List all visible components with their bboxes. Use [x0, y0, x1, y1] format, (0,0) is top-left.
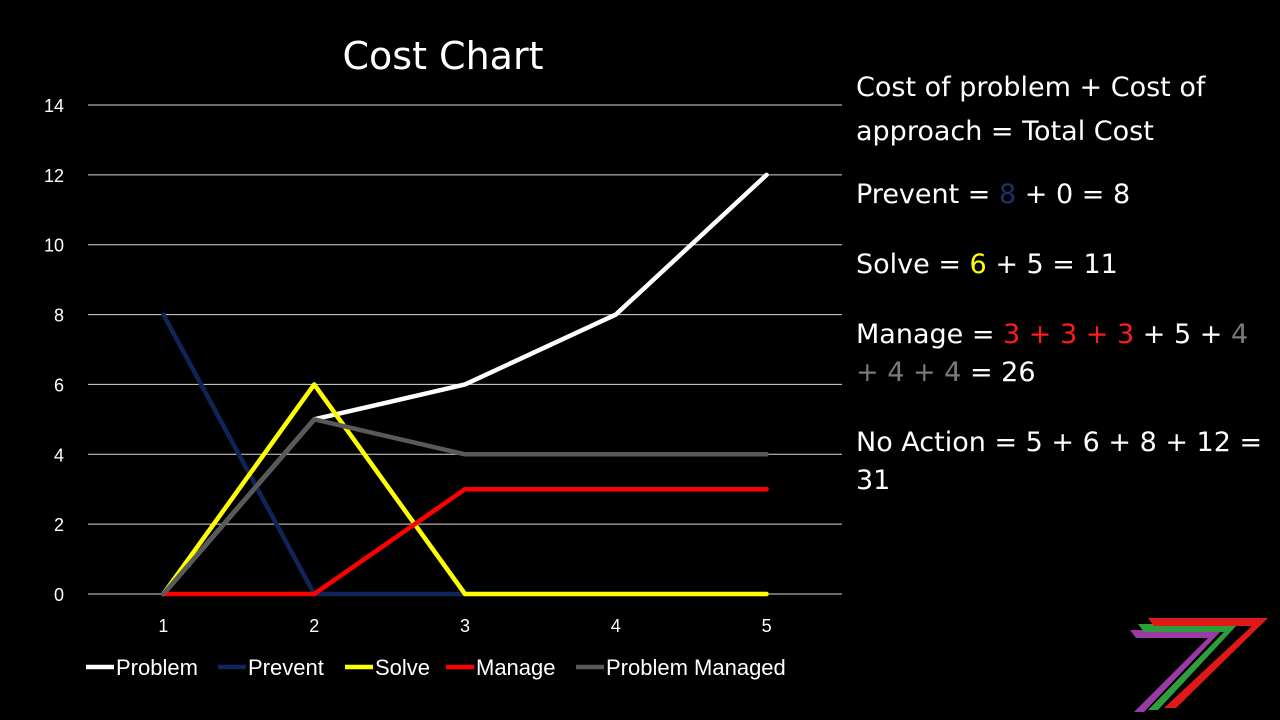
equation-solve: Solve = 6 + 5 = 11	[856, 246, 1266, 284]
x-tick-label: 1	[158, 616, 168, 636]
y-tick-label: 10	[44, 236, 64, 256]
y-tick-label: 0	[54, 585, 64, 605]
y-tick-label: 14	[44, 96, 64, 116]
equation-solve-cost: 6	[969, 249, 987, 280]
x-tick-label: 2	[309, 616, 319, 636]
equation-prevent-rest: + 0 = 8	[1016, 179, 1131, 210]
cost-equations: Cost of problem + Cost of approach = Tot…	[856, 66, 1266, 532]
equation-manage-label: Manage =	[856, 319, 1004, 350]
series-line-solve	[161, 382, 769, 597]
y-tick-label: 12	[44, 166, 64, 186]
series-line-manage	[161, 486, 769, 597]
legend-label: Problem	[116, 655, 198, 680]
equation-prevent-label: Prevent =	[856, 179, 1000, 210]
equation-solve-label: Solve =	[856, 249, 970, 280]
x-tick-label: 4	[611, 616, 621, 636]
equation-solve-rest: + 5 = 11	[986, 249, 1118, 280]
chart-title: Cost Chart	[343, 34, 544, 78]
legend-label: Problem Managed	[606, 655, 786, 680]
legend-label: Manage	[476, 655, 556, 680]
legend-label: Prevent	[248, 655, 324, 680]
equation-manage-total: = 26	[961, 357, 1036, 388]
y-tick-label: 2	[54, 515, 64, 535]
equation-manage-gray-a: 4 + 4	[856, 319, 1249, 388]
equation-header: Cost of problem + Cost of approach = Tot…	[856, 72, 1206, 147]
x-tick-label: 3	[460, 616, 470, 636]
equation-manage-gray-b: + 4	[904, 357, 962, 388]
series-line-problem-managed	[161, 417, 769, 597]
equation-prevent: Prevent = 8 + 0 = 8	[856, 176, 1266, 214]
equation-no-action: No Action = 5 + 6 + 8 + 12 = 31	[856, 427, 1263, 496]
logo-7-icon	[1130, 618, 1268, 712]
y-tick-label: 4	[54, 445, 64, 465]
equation-manage: Manage = 3 + 3 + 3 + 5 + 4 + 4 + 4 = 26	[856, 316, 1266, 392]
x-tick-label: 5	[762, 616, 772, 636]
equation-manage-mid: + 5 +	[1134, 319, 1231, 350]
y-tick-label: 8	[54, 306, 64, 326]
legend-label: Solve	[375, 655, 430, 680]
equation-prevent-cost: 8	[999, 179, 1017, 210]
equation-manage-cost: 3 + 3 + 3	[1003, 319, 1135, 350]
y-tick-label: 6	[54, 375, 64, 395]
